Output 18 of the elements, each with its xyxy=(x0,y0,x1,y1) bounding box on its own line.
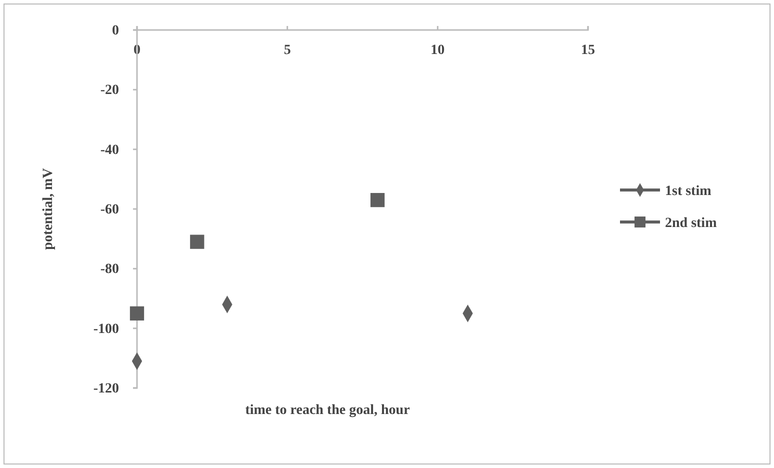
x-tick-label: 0 xyxy=(134,42,140,58)
legend-label: 1st stim xyxy=(665,184,712,199)
point xyxy=(130,306,144,320)
x-axis-title: time to reach the goal, hour xyxy=(245,403,410,418)
y-tick-label: -80 xyxy=(100,262,119,278)
point xyxy=(190,234,204,249)
y-tick-label: -120 xyxy=(93,381,119,396)
y-tick-label: -20 xyxy=(100,83,119,98)
y-tick-label: -40 xyxy=(100,142,119,158)
x-tick-label: 5 xyxy=(284,42,291,58)
legend-label: 2nd stim xyxy=(665,216,718,231)
y-tick-label: 0 xyxy=(112,23,119,38)
x-tick-label: 15 xyxy=(581,42,595,58)
point xyxy=(370,192,385,208)
y-tick-label: -100 xyxy=(93,322,119,337)
y-axis-title: potential, mV xyxy=(41,168,56,250)
y-tick-label: -60 xyxy=(100,202,119,218)
x-tick-label: 10 xyxy=(430,42,445,58)
